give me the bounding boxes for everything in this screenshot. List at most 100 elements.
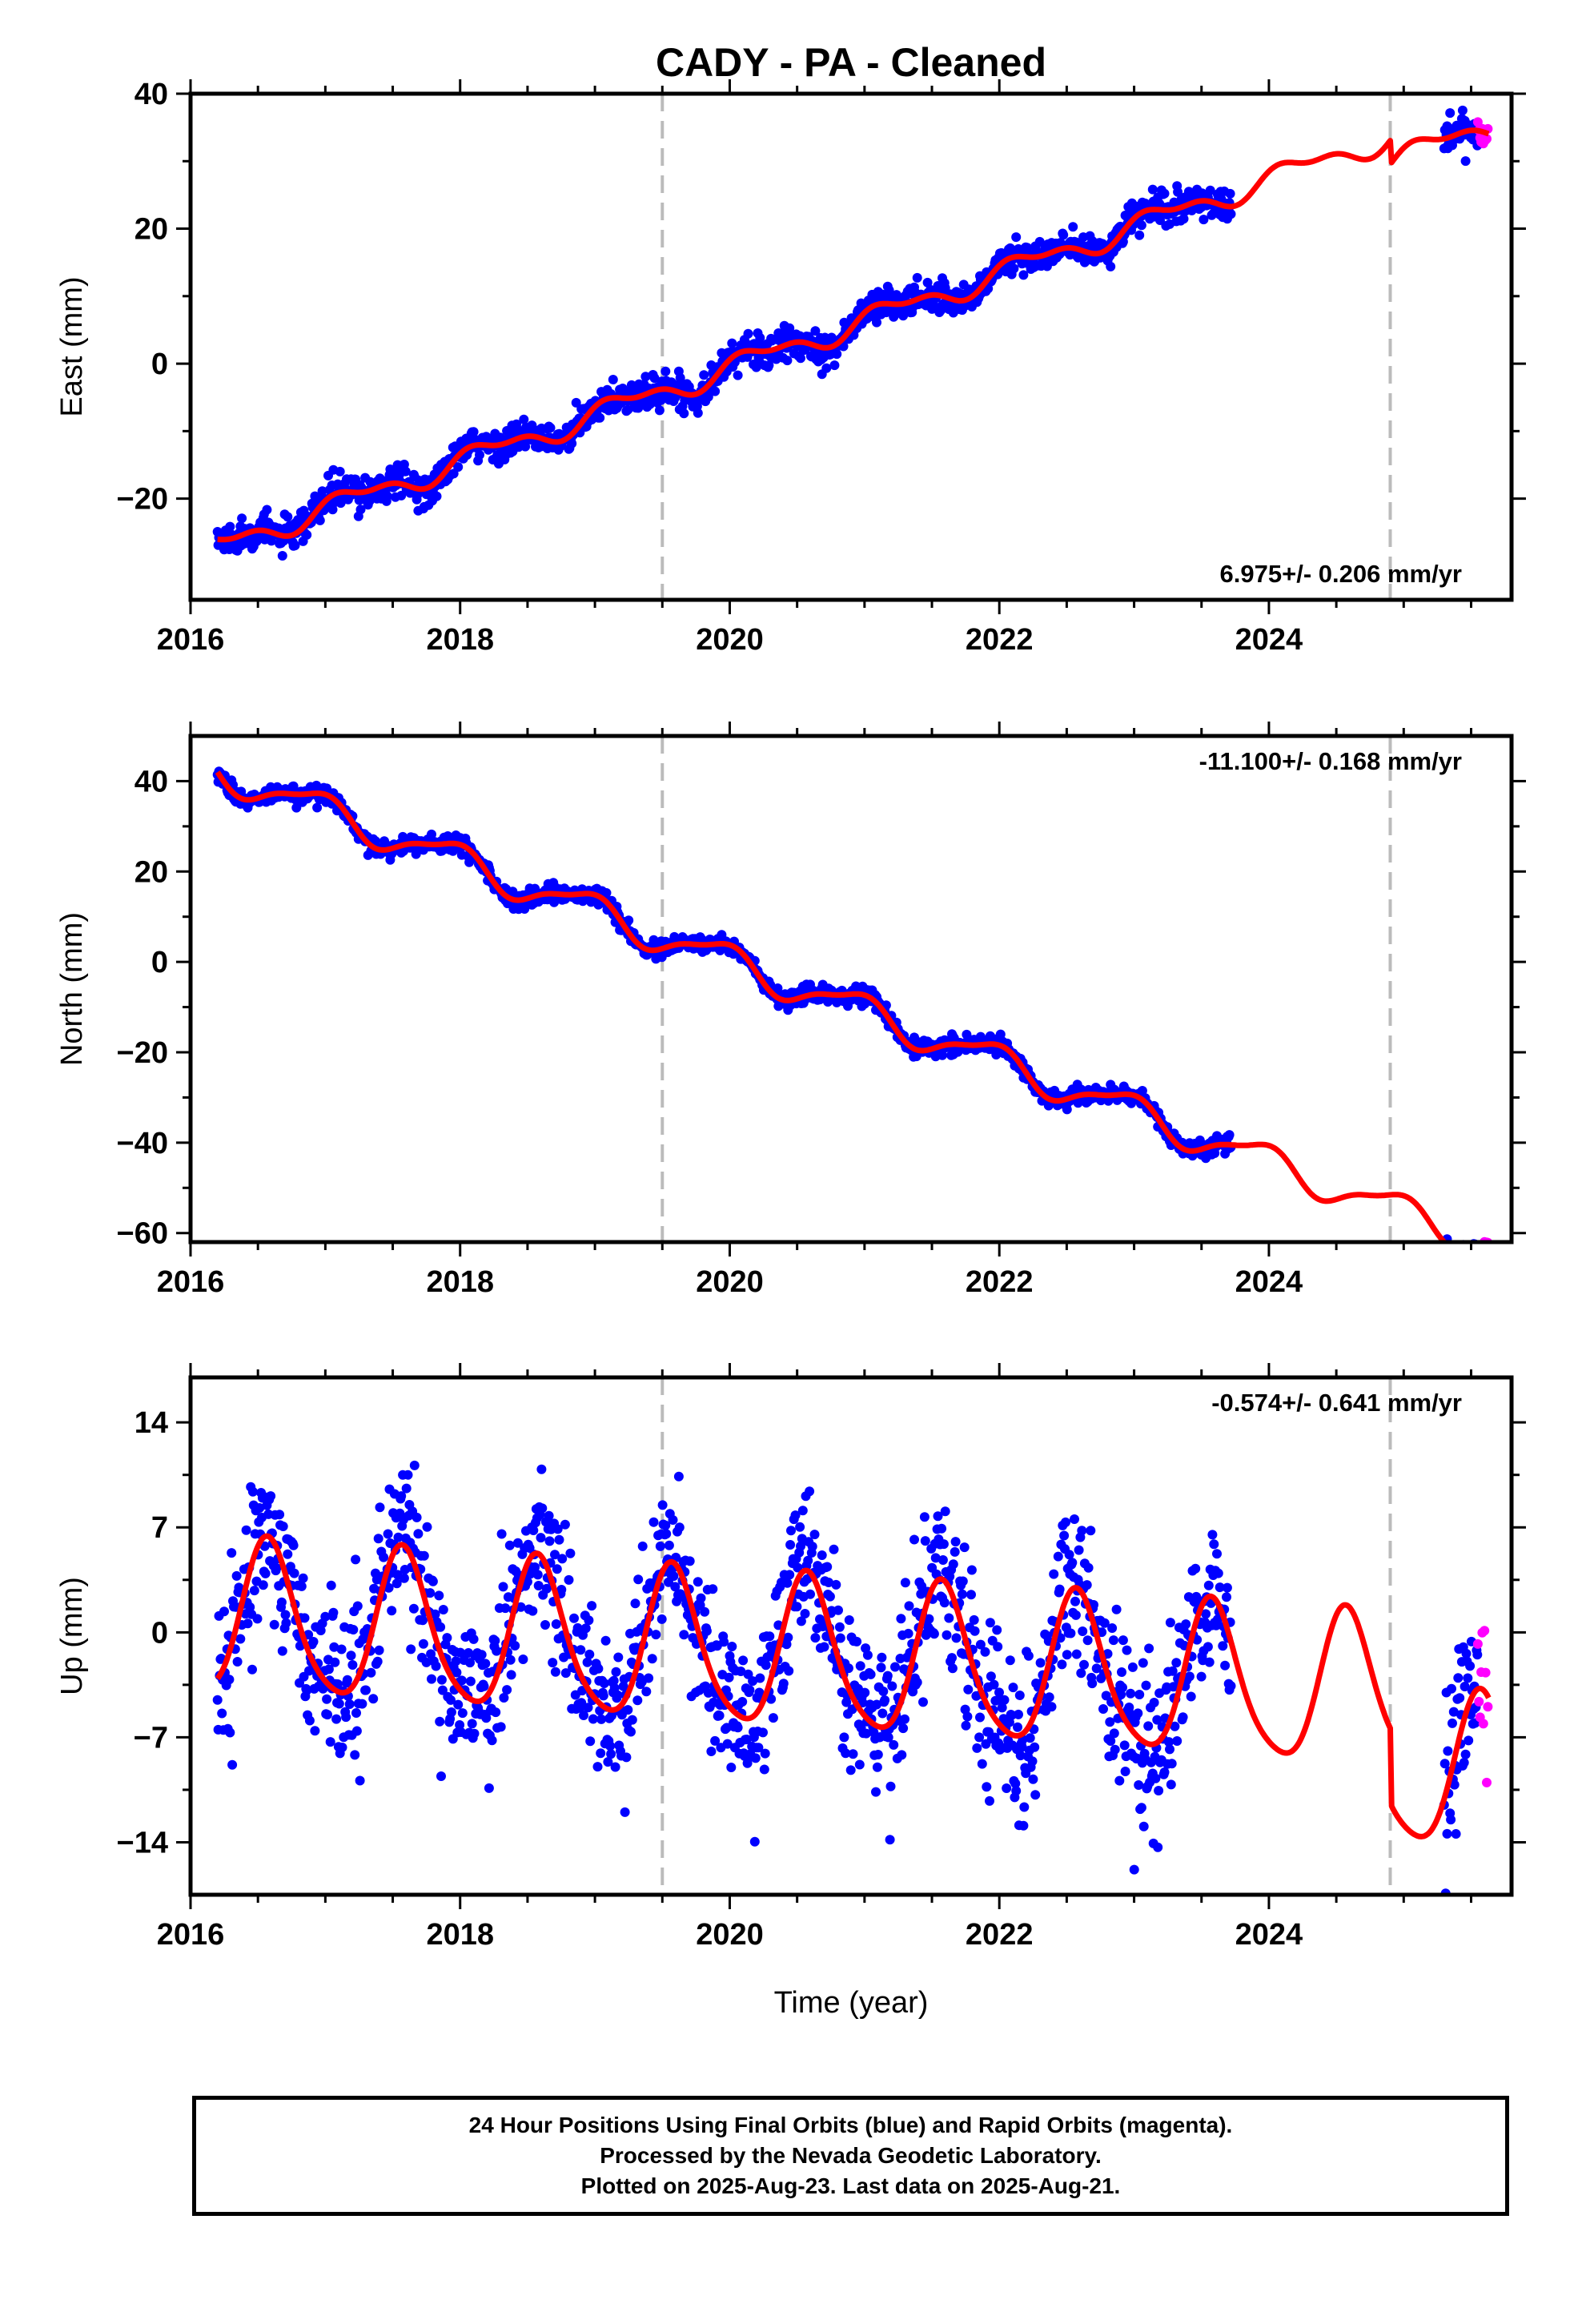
data-point [972,1743,982,1753]
data-point [792,1602,802,1612]
data-point [1457,105,1468,115]
data-point [782,1578,793,1588]
data-point [1082,1580,1092,1590]
data-point [848,1749,858,1759]
east-panel: 2016 2018 2020 2022 2024 −20 0 20 40 East (mm) 6.9… [55,78,1526,657]
data-point [1071,1649,1082,1659]
data-point [966,1590,976,1600]
data-point [347,1660,358,1670]
data-point [235,1634,246,1644]
data-point [452,1667,462,1678]
y-tick-label: 0 [151,946,168,979]
data-point [708,1584,718,1594]
rapid-point [1474,1243,1484,1252]
data-point [1461,1244,1471,1253]
data-point [1062,1104,1072,1115]
data-point [1013,1722,1022,1732]
data-point [435,1716,445,1727]
data-point [1143,1721,1154,1731]
data-point [821,363,832,373]
data-point [487,1735,497,1746]
data-point [431,1661,441,1671]
data-point [805,1589,815,1599]
data-point [845,1765,856,1775]
data-point [795,1522,805,1532]
x-tick-label: 2022 [966,1918,1034,1952]
data-point [621,1752,632,1763]
data-point [785,1570,795,1580]
data-point [548,1658,558,1668]
data-point [722,1739,733,1749]
data-point [419,1550,429,1561]
data-point [1178,1712,1188,1723]
data-point [1066,1628,1076,1638]
data-point [1443,1245,1453,1255]
data-point [1070,1514,1079,1524]
data-point [1149,1698,1159,1707]
data-point [1062,1650,1072,1660]
data-point [1212,1549,1222,1559]
x-axis-label: Time (year) [774,1986,929,2020]
data-point [368,1694,379,1704]
data-point [598,1691,608,1701]
data-point [434,1590,444,1601]
data-point [302,1685,312,1695]
data-point [391,1578,402,1589]
data-point [861,1728,871,1739]
data-point [1445,108,1456,119]
data-point [438,1605,448,1614]
data-point [1147,184,1158,195]
data-point [745,1685,755,1695]
data-point [1460,1244,1469,1253]
plot-area [191,94,1512,600]
data-point [498,1582,508,1592]
data-point [1457,1253,1467,1263]
y-tick-label: −40 [117,1127,168,1160]
data-point [584,1615,594,1626]
data-point [669,1571,679,1582]
data-point [1455,1245,1464,1255]
y-tick-label: −20 [117,483,168,517]
data-point [807,1542,817,1552]
data-point [994,1687,1004,1698]
data-point [1164,1737,1174,1747]
data-point [878,1687,889,1696]
data-point [1074,1545,1084,1555]
data-point [1462,1251,1472,1261]
data-point [217,1708,227,1719]
data-point [897,1750,907,1760]
data-point [790,1510,801,1521]
data-point [959,1542,970,1553]
data-point [963,1684,974,1695]
data-point [403,1470,413,1480]
data-point [418,1615,428,1626]
data-point [560,1519,570,1530]
data-point [1464,1735,1474,1746]
data-point [872,1762,882,1772]
data-point [726,1763,737,1772]
data-point [595,412,605,423]
data-point [703,1687,713,1698]
rapid-point [1480,1626,1490,1636]
data-point [1460,1682,1470,1691]
data-point [947,1653,957,1663]
x-axis: 2016 2018 2020 2022 2024 [157,1363,1472,1952]
data-point [903,1628,913,1638]
data-point [670,1582,681,1592]
data-point [755,332,765,343]
data-point [727,338,737,348]
y-tick-label: 0 [151,348,168,381]
data-point [374,1645,384,1655]
data-point [1002,1783,1012,1793]
data-point [436,1771,446,1781]
data-point [852,1636,862,1647]
data-point [1117,1667,1126,1677]
data-point [1201,1609,1211,1619]
data-point [351,1554,361,1565]
data-point [330,1657,340,1667]
data-point [890,1662,900,1672]
data-point [357,1699,367,1709]
data-point [232,1657,243,1667]
data-point [759,1764,769,1775]
data-point [1443,1746,1453,1756]
